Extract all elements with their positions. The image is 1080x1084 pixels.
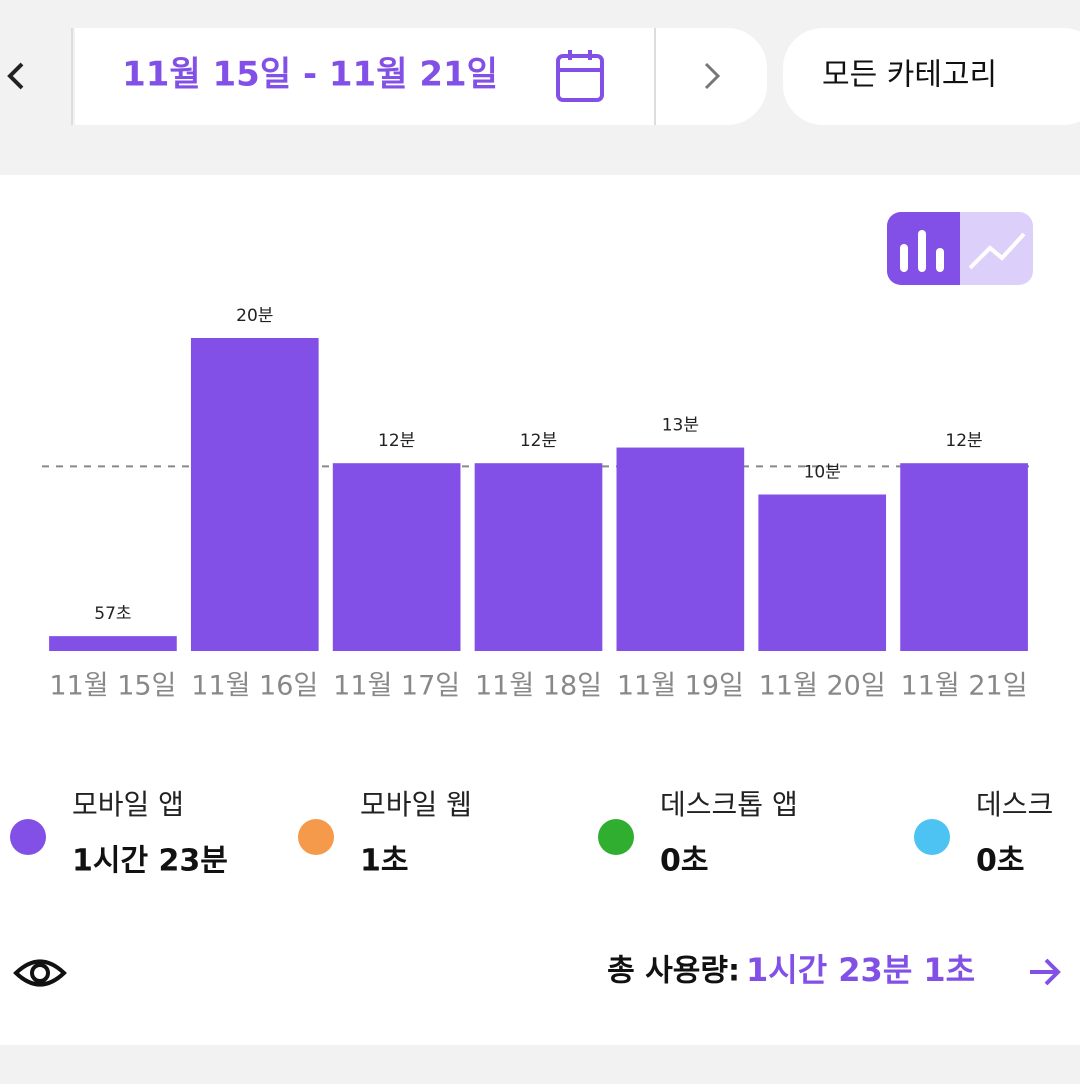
value-label: 12분 bbox=[378, 431, 415, 451]
legend-name: 데스크 bbox=[976, 788, 1053, 821]
bar bbox=[616, 447, 745, 651]
total-value[interactable]: 1시간 23분 1초 bbox=[746, 951, 975, 989]
bar-icon bbox=[900, 230, 944, 272]
value-label: 12분 bbox=[520, 431, 557, 451]
legend-total: 1초 bbox=[360, 844, 408, 879]
line-icon bbox=[968, 232, 1026, 270]
x-tick-label: 11월 18일 bbox=[475, 671, 602, 702]
legend-total: 1시간 23분 bbox=[72, 844, 228, 879]
chart-toggle[interactable] bbox=[887, 212, 1033, 285]
date-range[interactable]: 11월 15일 - 11월 21일 bbox=[122, 55, 498, 95]
category-filter[interactable]: 모든 카테고리 bbox=[822, 58, 997, 93]
x-tick-label: 11월 21일 bbox=[901, 671, 1028, 702]
legend-total: 0초 bbox=[660, 844, 708, 879]
x-tick-label: 11월 19일 bbox=[617, 671, 744, 702]
legend-total: 0초 bbox=[976, 844, 1024, 879]
total-label: 총 사용량: bbox=[607, 954, 740, 989]
value-label: 13분 bbox=[662, 416, 699, 436]
legend-name: 데스크톱 앱 bbox=[660, 788, 798, 821]
legend-dot bbox=[10, 819, 46, 855]
legend-dot bbox=[914, 819, 950, 855]
value-label: 12분 bbox=[945, 431, 982, 451]
bar bbox=[474, 463, 603, 651]
x-tick-label: 11월 20일 bbox=[759, 671, 886, 702]
total-arrow[interactable] bbox=[1030, 958, 1061, 986]
bar bbox=[332, 463, 461, 651]
x-tick-label: 11월 17일 bbox=[333, 671, 460, 702]
legend-name: 모바일 웹 bbox=[360, 788, 472, 821]
value-label: 57초 bbox=[94, 604, 131, 624]
value-label: 20분 bbox=[236, 306, 273, 326]
bar bbox=[758, 494, 887, 651]
x-tick-label: 11월 15일 bbox=[49, 671, 176, 702]
calendar-icon[interactable] bbox=[556, 50, 604, 102]
prev-button[interactable] bbox=[7, 62, 24, 90]
legend-dot bbox=[598, 819, 634, 855]
value-label: 10분 bbox=[804, 463, 841, 483]
visibility-icon[interactable] bbox=[13, 959, 67, 987]
bar-chart: 57초 11월 15일 20분 11월 16일 12분 11월 17일 12분 11월 18일… bbox=[42, 306, 1035, 702]
bar bbox=[190, 338, 319, 651]
legend-dot bbox=[298, 819, 334, 855]
next-button[interactable] bbox=[704, 62, 721, 90]
bar bbox=[900, 463, 1028, 651]
legend: 모바일 앱 1시간 23분 모바일 웹 1초 데스크톱 앱 0초 데스크 0초 bbox=[10, 788, 1053, 879]
x-tick-label: 11월 16일 bbox=[191, 671, 318, 702]
bar bbox=[49, 636, 177, 651]
category-button[interactable] bbox=[783, 28, 1080, 125]
legend-name: 모바일 앱 bbox=[72, 788, 184, 821]
date-pill-edge bbox=[75, 28, 135, 125]
